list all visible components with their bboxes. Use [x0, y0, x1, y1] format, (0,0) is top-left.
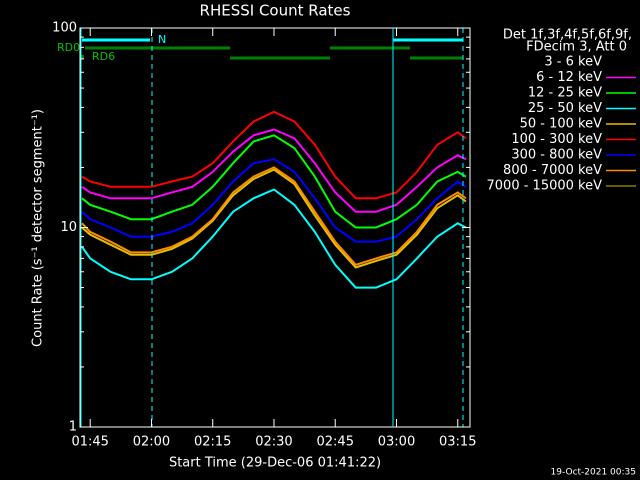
legend-label: 3 - 6 keV — [544, 55, 602, 70]
series-line — [81, 128, 467, 213]
y-tick-label: 100 — [52, 21, 77, 36]
x-tick-label: 02:15 — [194, 435, 231, 450]
legend-label: 6 - 12 keV — [536, 70, 602, 85]
y-tick-label: 1 — [69, 420, 77, 435]
x-tick-label: 02:30 — [255, 435, 292, 450]
series-line — [81, 166, 467, 266]
legend-header: FDecim 3, Att 0 — [526, 40, 627, 55]
legend-label: 300 - 800 keV — [511, 148, 602, 163]
annotation: RD0 — [57, 41, 80, 54]
legend-label: 50 - 100 keV — [520, 117, 603, 132]
x-tick-label: 03:00 — [378, 435, 415, 450]
x-tick-label: 01:45 — [71, 435, 108, 450]
legend-label: 25 - 50 keV — [528, 101, 602, 116]
series-line — [81, 168, 467, 269]
legend-label: 12 - 25 keV — [528, 86, 602, 101]
x-tick-label: 02:00 — [133, 435, 170, 450]
plot-area — [81, 110, 467, 320]
legend-label: 800 - 7000 keV — [503, 163, 602, 178]
legend-label: 100 - 300 keV — [511, 132, 602, 147]
annotation: N — [158, 33, 166, 46]
chart-title: RHESSI Count Rates — [200, 2, 351, 20]
series-line — [81, 180, 467, 320]
series-line — [81, 134, 467, 229]
legend-header: Det 1f,3f,4f,5f,6f,9f, — [503, 28, 632, 43]
x-axis-label: Start Time (29-Dec-06 01:41:22) — [169, 456, 381, 471]
y-axis-label: Count Rate (s⁻¹ detector segment⁻¹) — [31, 109, 46, 347]
annotation: RD6 — [92, 50, 115, 63]
x-tick-label: 02:45 — [317, 435, 354, 450]
footer: 19-Oct-2021 00:35 — [551, 468, 636, 478]
x-tick-label: 03:15 — [439, 435, 476, 450]
series-line — [81, 110, 467, 200]
series-line — [81, 158, 467, 243]
legend-label: 7000 - 15000 keV — [487, 179, 603, 194]
y-tick-label: 10 — [60, 220, 77, 235]
series-line — [81, 188, 467, 289]
state-marker — [80, 55, 84, 59]
